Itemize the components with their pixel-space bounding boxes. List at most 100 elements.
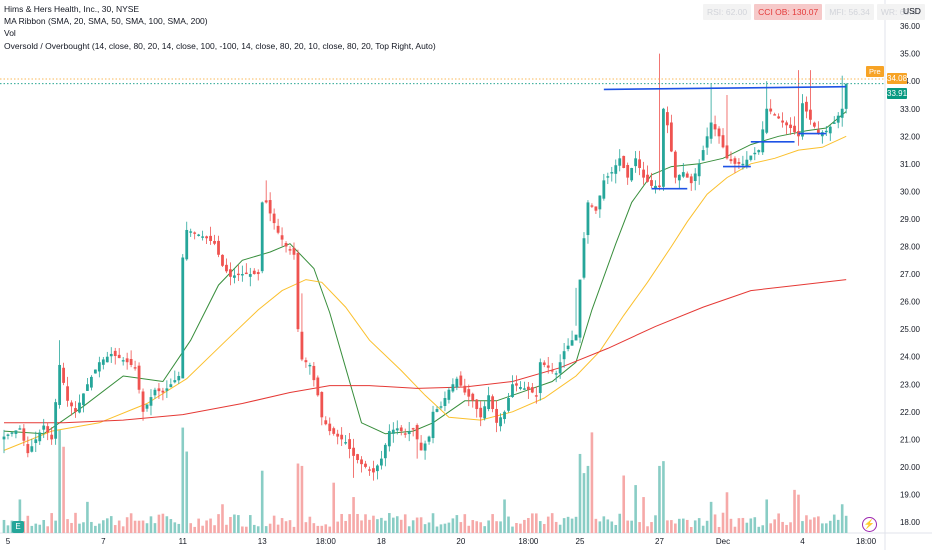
cci-chip: CCI OB: 130.07	[754, 4, 823, 20]
volume-bar	[515, 522, 518, 533]
volume-bar	[495, 521, 498, 533]
volume-bar	[252, 524, 256, 533]
candle-body	[189, 231, 193, 233]
volume-bar	[209, 518, 212, 533]
volume-bar	[749, 518, 753, 533]
ma-ribbon-label: MA Ribbon (SMA, 20, SMA, 50, SMA, 100, S…	[4, 16, 208, 27]
volume-bar	[248, 515, 252, 533]
volume-bar	[415, 517, 419, 533]
volume-bar	[717, 526, 721, 533]
y-tick-label: 32.00	[900, 132, 921, 141]
volume-bar	[328, 526, 332, 533]
candle-body	[741, 163, 745, 166]
ma-line-sma-20	[3, 111, 847, 435]
volume-bar	[709, 501, 713, 533]
candle-body	[308, 364, 312, 367]
volume-bar	[817, 516, 820, 533]
candle-body	[260, 202, 264, 272]
candle-body	[809, 109, 812, 120]
volume-bar	[348, 514, 351, 533]
volume-bar	[169, 519, 173, 533]
lightning-icon[interactable]: ⚡	[862, 517, 877, 532]
x-tick-label: 18:00	[856, 537, 877, 546]
volume-bar	[86, 501, 89, 533]
volume-bar	[483, 526, 486, 533]
candle-body	[443, 398, 447, 406]
volume-bar	[324, 524, 328, 533]
candle-body	[153, 389, 157, 396]
candle-body	[546, 365, 550, 368]
candle-body	[113, 350, 117, 357]
volume-bar	[380, 517, 383, 533]
x-tick-label: Dec	[716, 537, 730, 546]
currency-label[interactable]: USD	[903, 6, 921, 16]
candle-body	[173, 380, 177, 383]
volume-bar	[701, 525, 705, 533]
trendline-upper	[603, 85, 847, 91]
volume-bar	[284, 521, 288, 533]
candle-body	[522, 388, 526, 390]
candle-body	[479, 407, 483, 418]
volume-bar	[395, 516, 399, 533]
candle-body	[638, 159, 641, 168]
candle-body	[364, 463, 367, 467]
volume-bar	[670, 520, 673, 533]
volume-bar	[125, 517, 129, 533]
candle-body	[526, 386, 530, 390]
volume-bar	[74, 512, 77, 533]
pre-market-label: Pre	[866, 66, 884, 77]
candle-body	[662, 108, 665, 187]
volume-bar	[320, 525, 324, 533]
volume-bar	[149, 516, 153, 533]
ma-line-sma-50	[3, 135, 847, 451]
volume-bar	[634, 485, 637, 533]
volume-bar	[801, 521, 804, 533]
volume-bar	[745, 522, 749, 533]
y-tick-label: 20.00	[900, 463, 921, 472]
volume-bar	[58, 429, 61, 533]
candle-body	[70, 402, 73, 407]
volume-bar	[681, 518, 685, 533]
volume-bar	[519, 523, 522, 533]
rsi-chip: RSI: 62.00	[703, 4, 752, 20]
candle-body	[781, 120, 785, 123]
volume-bar	[439, 524, 443, 533]
candle-body	[602, 180, 606, 199]
volume-bar	[316, 525, 320, 533]
candle-body	[598, 195, 602, 210]
y-tick-label: 21.00	[900, 435, 921, 444]
y-tick-label: 26.00	[900, 298, 921, 307]
volume-bar	[622, 475, 626, 533]
y-tick-label: 25.00	[900, 325, 921, 334]
volume-bar	[638, 522, 641, 533]
earnings-icon[interactable]: E	[12, 521, 24, 533]
volume-bar	[757, 526, 761, 533]
candle-body	[352, 447, 355, 456]
volume-bar	[431, 513, 435, 533]
candle-body	[650, 180, 653, 186]
volume-bar	[562, 518, 566, 533]
candle-body	[423, 443, 427, 451]
y-tick-label: 33.00	[900, 105, 921, 114]
candle-body	[844, 83, 848, 109]
volume-bar	[189, 523, 193, 533]
candle-body	[236, 273, 240, 276]
candle-body	[793, 125, 796, 133]
candle-body	[89, 376, 93, 388]
volume-bar	[578, 453, 582, 533]
candle-body	[411, 428, 415, 430]
volume-bar	[793, 489, 796, 533]
volume-bar	[689, 527, 693, 533]
volume-bar	[185, 451, 189, 533]
volume-bar	[141, 520, 145, 533]
volume-bar	[113, 525, 117, 533]
x-tick-label: 11	[179, 537, 188, 546]
symbol-title: Hims & Hers Health, Inc., 30, NYSE	[4, 4, 140, 14]
candle-body	[403, 433, 407, 435]
candle-body	[515, 383, 518, 386]
candle-body	[737, 162, 741, 164]
candle-body	[427, 436, 431, 442]
candle-body	[530, 387, 534, 393]
volume-bar	[6, 525, 10, 533]
